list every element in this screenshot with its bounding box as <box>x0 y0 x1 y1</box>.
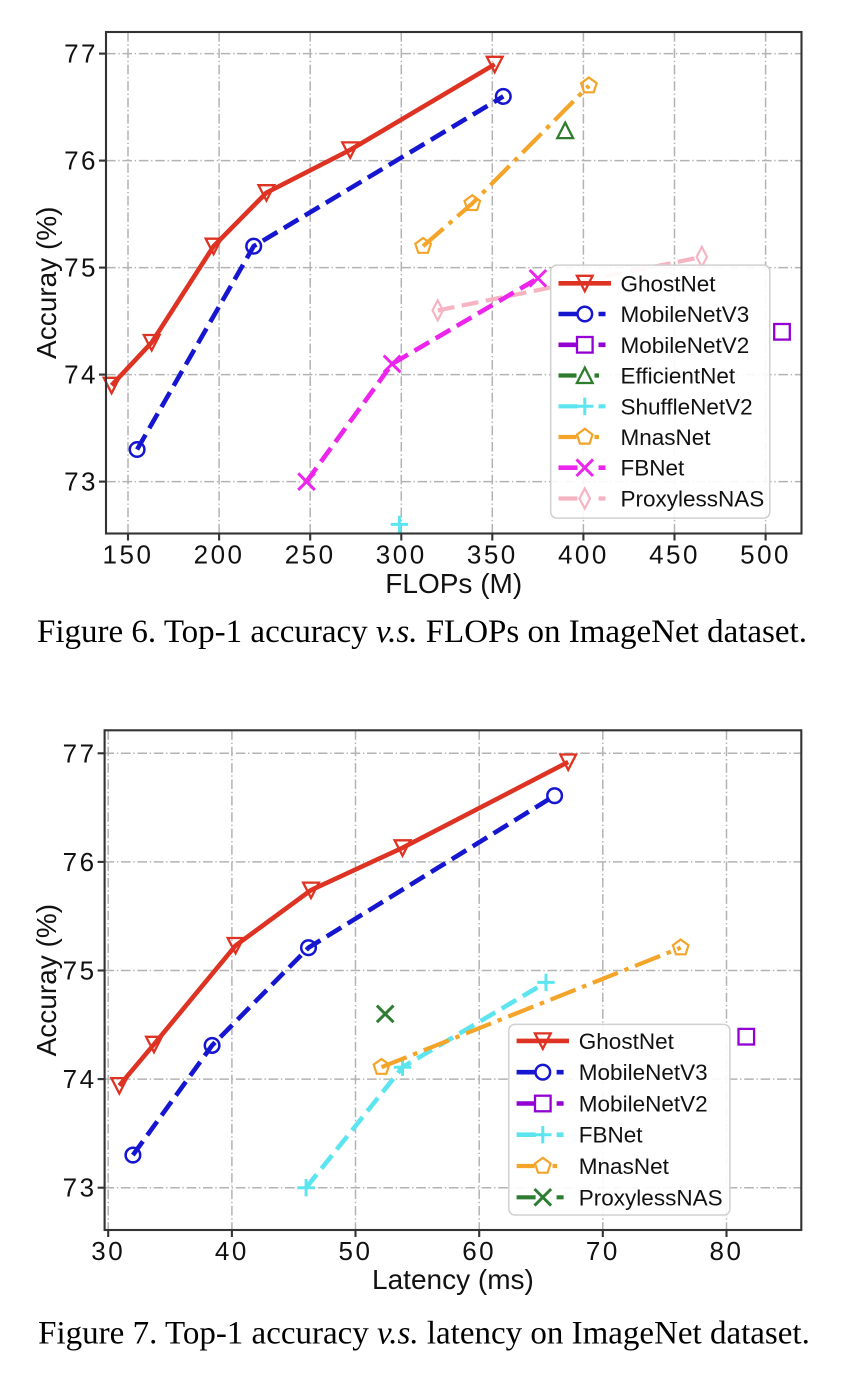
svg-text:150: 150 <box>103 540 154 570</box>
svg-text:ShuffleNetV2: ShuffleNetV2 <box>621 394 753 419</box>
svg-text:73: 73 <box>63 1173 97 1203</box>
svg-text:Figure 6. Top-1 accuracy v.s.: Figure 6. Top-1 accuracy v.s. FLOPs on I… <box>37 614 807 650</box>
svg-text:250: 250 <box>285 540 336 570</box>
svg-text:Accuray (%): Accuray (%) <box>31 904 62 1056</box>
svg-text:40: 40 <box>215 1236 249 1266</box>
svg-text:70: 70 <box>586 1236 620 1266</box>
svg-text:300: 300 <box>376 540 427 570</box>
svg-text:FBNet: FBNet <box>579 1123 644 1148</box>
svg-text:Figure 7. Top-1 accuracy v.s.: Figure 7. Top-1 accuracy v.s. latency on… <box>38 1316 810 1352</box>
svg-text:GhostNet: GhostNet <box>621 271 717 296</box>
svg-text:GhostNet: GhostNet <box>579 1029 675 1054</box>
svg-text:500: 500 <box>740 540 791 570</box>
svg-text:74: 74 <box>63 1064 97 1094</box>
svg-text:ProxylessNAS: ProxylessNAS <box>579 1185 723 1210</box>
svg-text:450: 450 <box>649 540 700 570</box>
svg-text:MobileNetV3: MobileNetV3 <box>579 1060 708 1085</box>
svg-text:MnasNet: MnasNet <box>579 1154 670 1179</box>
svg-text:77: 77 <box>64 39 98 69</box>
svg-text:77: 77 <box>63 738 97 768</box>
svg-text:60: 60 <box>462 1236 496 1266</box>
svg-text:75: 75 <box>64 253 98 283</box>
svg-text:75: 75 <box>63 956 97 986</box>
svg-text:ProxylessNAS: ProxylessNAS <box>621 486 765 511</box>
svg-text:73: 73 <box>64 467 98 497</box>
svg-text:30: 30 <box>91 1236 125 1266</box>
svg-text:80: 80 <box>710 1236 744 1266</box>
svg-text:350: 350 <box>467 540 518 570</box>
svg-text:EfficientNet: EfficientNet <box>621 364 736 389</box>
svg-text:Accuray (%): Accuray (%) <box>31 207 62 359</box>
svg-text:74: 74 <box>64 360 98 390</box>
svg-text:76: 76 <box>63 847 97 877</box>
svg-text:MnasNet: MnasNet <box>621 425 712 450</box>
svg-text:200: 200 <box>194 540 245 570</box>
svg-text:400: 400 <box>558 540 609 570</box>
svg-text:MobileNetV3: MobileNetV3 <box>621 302 750 327</box>
svg-text:76: 76 <box>64 146 98 176</box>
svg-text:MobileNetV2: MobileNetV2 <box>621 333 750 358</box>
svg-text:FBNet: FBNet <box>621 456 686 481</box>
svg-text:50: 50 <box>339 1236 373 1266</box>
svg-text:FLOPs (M): FLOPs (M) <box>385 568 522 599</box>
svg-text:MobileNetV2: MobileNetV2 <box>579 1091 708 1116</box>
svg-text:Latency (ms): Latency (ms) <box>372 1264 534 1295</box>
